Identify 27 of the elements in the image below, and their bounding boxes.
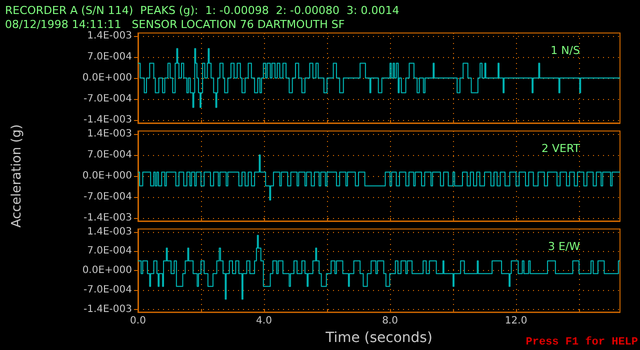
text: Press F1 for HELP bbox=[526, 336, 638, 348]
series-label: 2 VERT bbox=[541, 142, 580, 155]
y-axis-title: Acceleration (g) bbox=[10, 124, 24, 228]
y-tick-label: -7.0E-004 bbox=[83, 94, 132, 104]
series-label: 3 E/W bbox=[548, 240, 580, 253]
x-tick-label: 0.0 bbox=[130, 316, 146, 327]
y-tick-label: -1.4E-003 bbox=[83, 212, 132, 224]
chart-title: RECORDER A (S/N 114) PEAKS (g): 1: -0.00098 2: -0.00080 3: 0.0014 bbox=[5, 4, 400, 17]
y-tick-label: 0.0E+000 bbox=[82, 265, 132, 276]
x-tick-label: 8.0 bbox=[382, 316, 398, 327]
x-axis-title: Time (seconds) bbox=[324, 330, 432, 346]
y-tick-label: 1.4E-003 bbox=[87, 30, 132, 42]
x-tick-label: 4.0 bbox=[256, 316, 272, 327]
y-tick-label: -1.4E-003 bbox=[83, 114, 132, 126]
y-tick-label: 7.0E-004 bbox=[87, 246, 132, 257]
y-tick-label: 1.4E-003 bbox=[87, 128, 132, 140]
y-tick-label: -1.4E-003 bbox=[83, 304, 132, 315]
chart-subtitle: 08/12/1998 14:11:11 SENSOR LOCATION 76 DARTMOUTH SF bbox=[5, 18, 345, 31]
y-tick-label: 1.4E-003 bbox=[87, 226, 132, 238]
x-tick-label: 12.0 bbox=[504, 316, 528, 327]
y-tick-label: 7.0E-004 bbox=[87, 150, 132, 160]
y-tick-label: 7.0E-004 bbox=[87, 52, 132, 62]
y-tick-label: -7.0E-004 bbox=[83, 192, 132, 202]
series-label: 1 N/S bbox=[550, 44, 580, 57]
y-tick-label: 0.0E+000 bbox=[82, 72, 132, 84]
y-tick-label: 0.0E+000 bbox=[82, 170, 132, 182]
y-tick-label: -7.0E-004 bbox=[83, 284, 132, 296]
